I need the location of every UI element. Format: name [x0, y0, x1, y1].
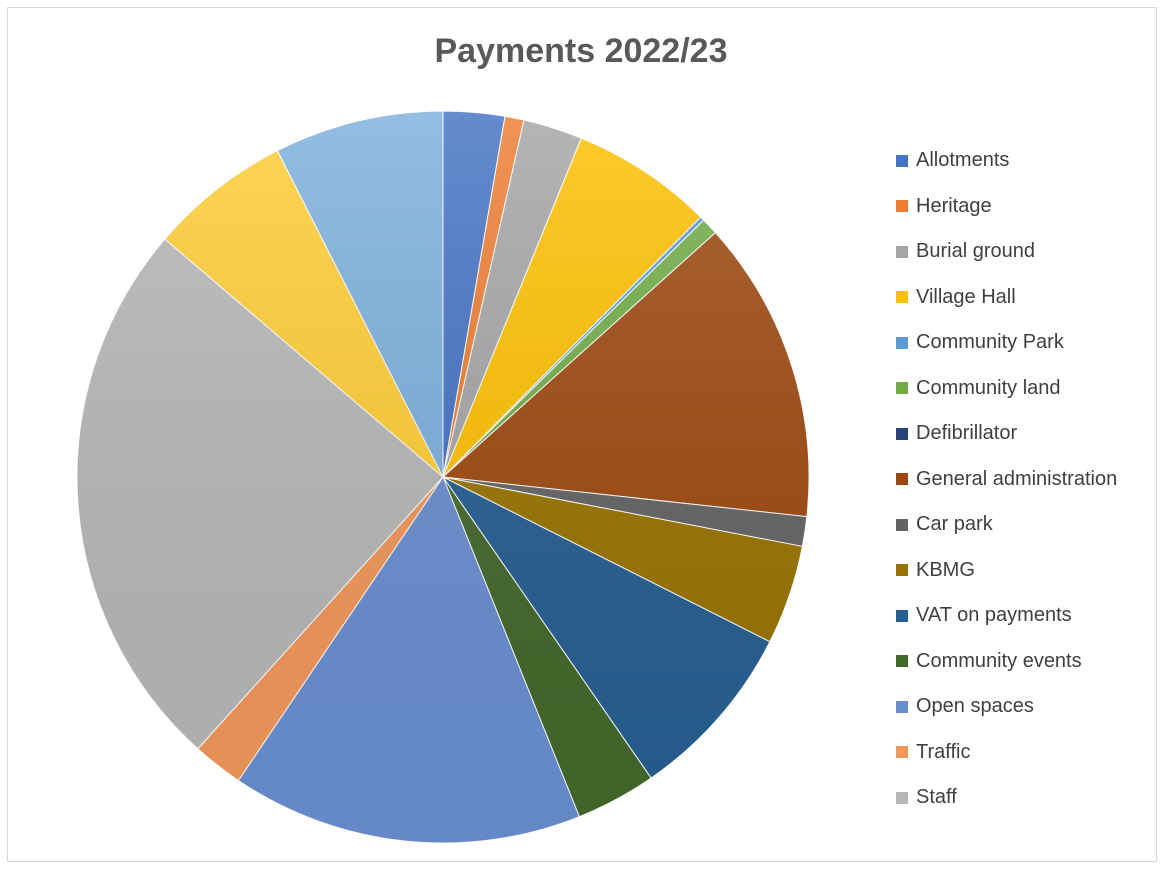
legend-item: VAT on payments: [896, 593, 1156, 639]
legend-swatch: [896, 655, 908, 668]
legend-item: Community land: [896, 366, 1156, 412]
legend-swatch: [896, 291, 908, 304]
legend-swatch: [896, 518, 908, 531]
legend-item: KBMG: [896, 548, 1156, 594]
legend-swatch: [896, 791, 908, 804]
legend-item: Open spaces: [896, 684, 1156, 730]
legend-label: Community events: [916, 649, 1082, 672]
legend-label: Heritage: [916, 194, 992, 217]
legend-item: Defibrillator: [896, 411, 1156, 457]
legend-item: Community events: [896, 639, 1156, 685]
legend-swatch: [896, 200, 908, 213]
legend-item: Car park: [896, 502, 1156, 548]
legend-item: Village Hall: [896, 275, 1156, 321]
legend-label: Burial ground: [916, 240, 1035, 263]
legend-swatch: [896, 609, 908, 622]
chart-title: Payments 2022/23: [434, 32, 728, 70]
legend-label: VAT on payments: [916, 604, 1072, 627]
legend-label: Car park: [916, 513, 993, 536]
legend-item: Allotments: [896, 138, 1156, 184]
legend-item: Burial ground: [896, 229, 1156, 275]
legend-item: Traffic: [896, 730, 1156, 776]
legend-item: Community Park: [896, 320, 1156, 366]
legend-item: General administration: [896, 457, 1156, 503]
legend-item: Heritage: [896, 184, 1156, 230]
legend-swatch: [896, 382, 908, 395]
legend-label: General administration: [916, 467, 1118, 490]
legend-item: Staff: [896, 775, 1156, 821]
legend-label: Allotments: [916, 149, 1010, 172]
legend-label: Community land: [916, 376, 1061, 399]
legend-label: Defibrillator: [916, 422, 1018, 445]
legend-swatch: [896, 564, 908, 577]
legend-swatch: [896, 700, 908, 713]
legend-swatch: [896, 746, 908, 759]
chart-legend: Allotments Heritage Burial ground Village H…: [896, 138, 1156, 821]
legend-label: Community Park: [916, 331, 1064, 354]
legend-swatch: [896, 245, 908, 258]
legend-swatch: [896, 154, 908, 167]
legend-label: Traffic: [916, 740, 971, 763]
legend-swatch: [896, 427, 908, 440]
legend-label: Village Hall: [916, 285, 1016, 308]
legend-swatch: [896, 336, 908, 349]
legend-label: KBMG: [916, 558, 975, 581]
legend-label: Open spaces: [916, 695, 1034, 718]
legend-label: Staff: [916, 786, 957, 809]
legend-swatch: [896, 473, 908, 486]
